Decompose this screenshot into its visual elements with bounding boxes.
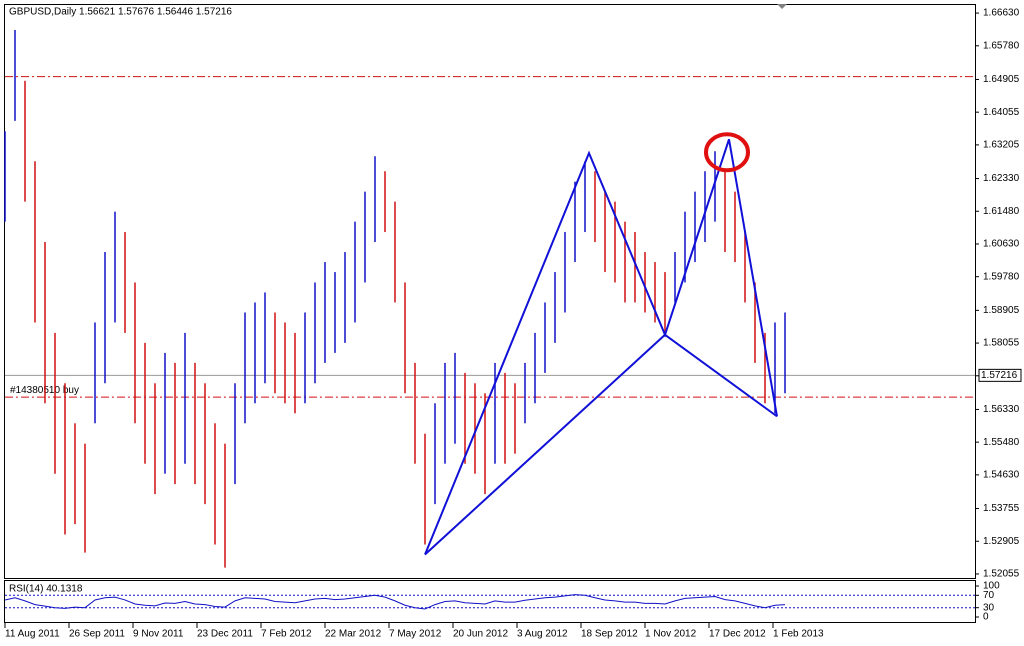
rsi-line (4, 594, 786, 610)
y-tick-label: 70 (983, 590, 995, 601)
y-tick-label: 1.62330 (983, 173, 1020, 184)
x-tick-label: 3 Aug 2012 (517, 629, 568, 640)
x-tick-label: 22 Mar 2012 (325, 629, 382, 640)
last-price-label: 1.57216 (981, 370, 1018, 381)
last-price-box (978, 368, 1022, 382)
x-tick-label: 11 Aug 2011 (5, 629, 60, 640)
y-tick-label: 1.53755 (983, 503, 1020, 514)
y-tick-label: 1.65780 (983, 40, 1020, 51)
x-tick-label: 1 Nov 2012 (645, 629, 697, 640)
y-tick-label: 1.66630 (983, 8, 1020, 19)
y-tick-label: 1.61480 (983, 206, 1020, 217)
shift-marker (777, 4, 787, 9)
x-tick-label: 7 Feb 2012 (261, 629, 312, 640)
rsi-panel (4, 580, 976, 623)
x-tick-label: 26 Sep 2011 (69, 629, 125, 640)
highlight-circle (704, 132, 750, 173)
y-tick-label: 1.52055 (983, 569, 1020, 580)
y-tick-label: 1.64905 (983, 74, 1020, 85)
y-tick-label: 1.58055 (983, 338, 1020, 349)
price-panel (4, 4, 976, 579)
x-tick-label: 20 Jun 2012 (453, 629, 508, 640)
y-tick-label: 30 (983, 602, 995, 613)
rsi-label: RSI(14) 40.1318 (9, 584, 83, 595)
y-tick-label: 0 (983, 612, 989, 623)
x-tick-label: 1 Feb 2013 (773, 629, 824, 640)
x-tick-label: 7 May 2012 (389, 629, 442, 640)
y-tick-label: 1.59780 (983, 271, 1020, 282)
y-tick-label: 1.63205 (983, 140, 1020, 151)
x-tick-label: 9 Nov 2011 (133, 629, 184, 640)
y-tick-label: 100 (983, 581, 1000, 592)
y-tick-label: 1.52905 (983, 536, 1020, 547)
y-tick-label: 1.60630 (983, 239, 1020, 250)
chart-title: GBPUSD,Daily 1.56621 1.57676 1.56446 1.5… (9, 7, 232, 18)
x-tick-label: 23 Dec 2011 (197, 629, 253, 640)
pattern-leg (424, 334, 666, 556)
x-tick-label: 17 Dec 2012 (709, 629, 766, 640)
pattern-leg (664, 333, 778, 418)
y-tick-label: 1.54630 (983, 470, 1020, 481)
y-tick-label: 1.56330 (983, 404, 1020, 415)
y-tick-label: 1.58905 (983, 305, 1020, 316)
x-tick-label: 18 Sep 2012 (581, 629, 638, 640)
y-tick-label: 1.64055 (983, 107, 1020, 118)
y-tick-label: 1.55480 (983, 437, 1020, 448)
